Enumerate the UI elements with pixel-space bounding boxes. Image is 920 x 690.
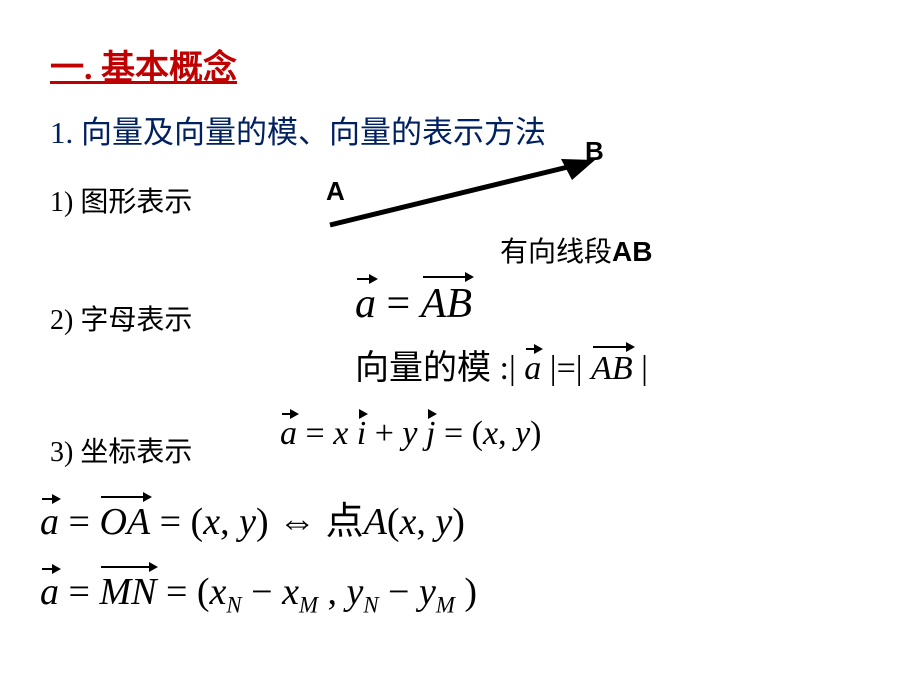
vector-mn: MN xyxy=(99,570,156,614)
sub-m2: M xyxy=(436,593,455,618)
sub-n1: N xyxy=(226,593,241,618)
section-title: 一. 基本概念 xyxy=(50,40,870,89)
vector-ab: AB xyxy=(421,280,472,328)
point-b-label: B xyxy=(585,136,604,167)
modulus-prefix: 向量的模 : xyxy=(355,350,509,387)
item-graphic-repr: 1) 图形表示 xyxy=(50,180,870,220)
vector-j: j xyxy=(426,415,435,453)
point-a-label: A xyxy=(326,176,345,207)
formula-coord2: a = OA = (x, y) ⇔ 点A(x, y) xyxy=(40,490,465,545)
segment-text: 有向线段 xyxy=(500,236,612,267)
slide: 一. 基本概念 1. 向量及向量的模、向量的表示方法 1) 图形表示 A B 有… xyxy=(0,0,920,690)
eq-sign1: = xyxy=(376,281,421,327)
vector-a3: a xyxy=(280,415,297,453)
formula-coord1: a = x i + y j = (x, y) xyxy=(280,415,541,453)
sub-m1: M xyxy=(299,593,318,618)
subsection-title: 1. 向量及向量的模、向量的表示方法 xyxy=(50,107,870,152)
segment-ab: AB xyxy=(612,236,652,267)
sub-n2: N xyxy=(363,593,378,618)
formula-modulus: 向量的模 :| a |=| AB | xyxy=(355,340,648,389)
vector-a: a xyxy=(355,280,376,328)
directed-segment-label: 有向线段AB xyxy=(500,230,652,270)
vector-ab-mod: AB xyxy=(591,350,633,388)
vector-a-mod: a xyxy=(524,350,541,388)
formula-letter: a = AB xyxy=(355,280,472,328)
vector-a4: a xyxy=(40,500,59,544)
vector-a5: a xyxy=(40,570,59,614)
formula-coord3: a = MN = (xN − xM , yN − yM ) xyxy=(40,570,477,619)
vector-i: i xyxy=(357,415,366,453)
vector-oa: OA xyxy=(99,500,150,544)
